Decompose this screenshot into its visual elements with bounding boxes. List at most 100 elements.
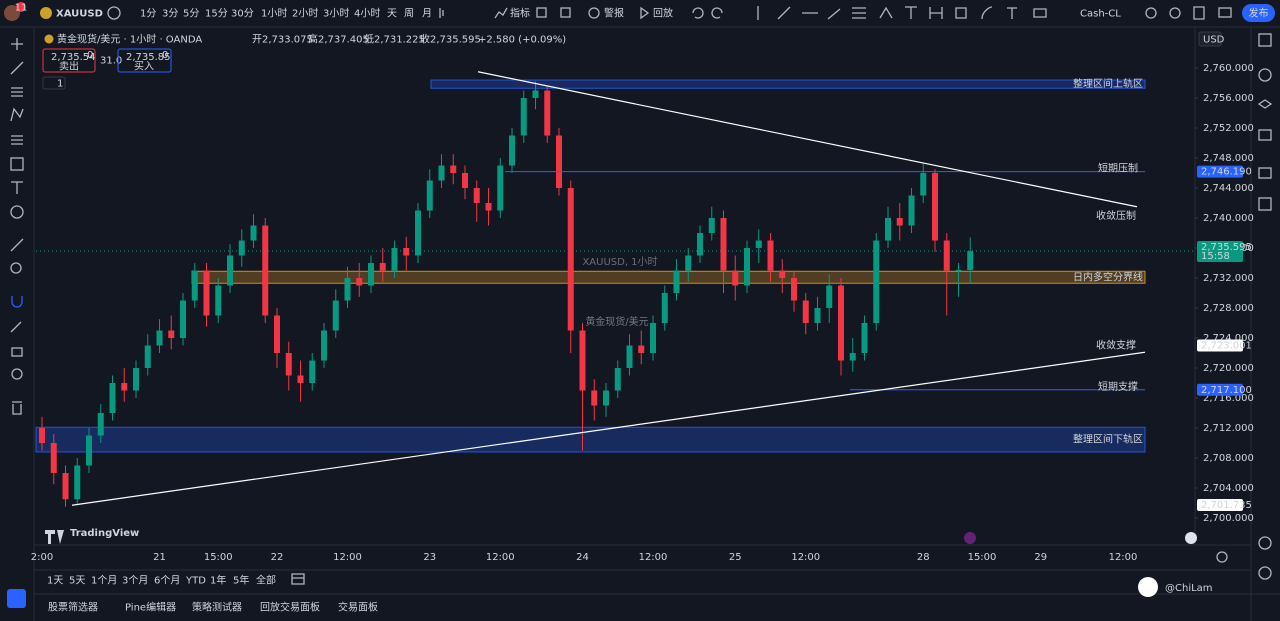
range-button[interactable]: 1年 — [210, 574, 226, 587]
indicator-icon[interactable] — [494, 7, 508, 19]
buy-button[interactable] — [117, 48, 172, 73]
candle-body — [791, 278, 797, 301]
timeframe[interactable]: 1分 — [140, 8, 156, 20]
drawing-tools[interactable] — [757, 6, 1047, 20]
delete-tool[interactable] — [12, 401, 22, 415]
chart-type-icon[interactable] — [439, 8, 444, 18]
layout-name[interactable]: Cash-CL — [1080, 9, 1121, 20]
timeframe[interactable]: 月 — [422, 8, 432, 20]
y-tick-label: 2,740.000 — [1203, 213, 1254, 224]
buy-price: 2,735.85 — [126, 52, 171, 63]
layers-icon[interactable] — [1257, 99, 1273, 109]
watchlist-icon[interactable] — [1258, 33, 1272, 47]
candle-body — [885, 218, 891, 241]
range-button[interactable]: 1个月 — [91, 575, 117, 587]
chat-icon[interactable] — [1258, 167, 1272, 179]
lock-tool[interactable] — [11, 347, 23, 357]
news-icon[interactable] — [1258, 129, 1272, 141]
help-icon[interactable] — [1258, 536, 1272, 550]
timeframe[interactable]: 2小时 — [292, 8, 318, 20]
indicators-button[interactable]: 指标 — [510, 7, 530, 20]
legend-title: 黄金现货/美元 · 1小时 · OANDA — [57, 33, 202, 46]
template-icon[interactable] — [536, 7, 547, 18]
range-button[interactable]: 6个月 — [154, 575, 180, 587]
replay-icon[interactable] — [640, 6, 650, 20]
range-button[interactable]: 1天 — [47, 576, 63, 587]
timeframe[interactable]: 30分 — [231, 8, 254, 20]
timeframe[interactable]: 1小时 — [261, 8, 287, 20]
notifications-icon[interactable] — [1258, 566, 1272, 580]
x-tick-label: 15:00 — [968, 552, 997, 563]
measure-tool[interactable] — [10, 238, 24, 252]
candle-body — [943, 240, 950, 271]
publish-button[interactable] — [1242, 4, 1275, 22]
avatar[interactable] — [4, 5, 20, 21]
magnet-tool[interactable] — [11, 296, 23, 308]
bottom-tab[interactable]: 股票筛选器 — [48, 601, 98, 614]
x-tick-label: 25 — [729, 552, 742, 563]
pattern-tool[interactable] — [10, 107, 24, 122]
session-flag[interactable] — [1185, 532, 1197, 544]
legend-symbol-icon — [44, 34, 54, 44]
text-tool[interactable] — [11, 181, 23, 194]
layout-icon[interactable] — [560, 7, 571, 18]
crosshair-tool[interactable] — [11, 38, 23, 50]
candle-body — [109, 383, 116, 414]
currency-box[interactable] — [1198, 31, 1222, 47]
ideas-icon[interactable] — [1258, 197, 1272, 211]
alert-icon[interactable] — [588, 7, 600, 19]
alerts-icon[interactable] — [1258, 68, 1272, 82]
shape-tool[interactable] — [10, 157, 24, 171]
symbol[interactable]: XAUUSD — [56, 9, 103, 20]
fib-tool[interactable] — [11, 87, 23, 97]
undo-icon[interactable] — [692, 7, 704, 19]
branding: TradingView — [70, 528, 139, 539]
axis-settings-icon[interactable] — [1216, 551, 1228, 563]
y-tick-label: 2,720.000 — [1203, 363, 1254, 374]
search-icon[interactable] — [1145, 7, 1157, 19]
candle-body — [532, 90, 539, 99]
candle-body — [849, 353, 856, 361]
avatar-badge-text: 11 — [15, 3, 28, 14]
replay-button[interactable]: 回放 — [653, 7, 673, 20]
avatar-badge — [16, 2, 26, 12]
hide-tool[interactable] — [11, 368, 23, 380]
bottom-tab[interactable]: 回放交易面板 — [260, 601, 320, 614]
candle-body — [661, 293, 668, 324]
y-tick-label: 2,700.000 — [1203, 513, 1254, 524]
timeframe[interactable]: 4小时 — [354, 8, 380, 20]
emoji-tool[interactable] — [10, 205, 24, 219]
y-tick-label: 2,744.000 — [1203, 183, 1254, 194]
stay-drawing-tool[interactable] — [10, 321, 22, 333]
sell-button[interactable] — [42, 48, 96, 73]
timeframe[interactable]: 周 — [404, 8, 414, 20]
timeframe[interactable]: 天 — [387, 9, 397, 20]
zoom-tool[interactable] — [10, 262, 22, 274]
timeframe[interactable]: 15分 — [205, 8, 228, 20]
fullscreen-icon[interactable] — [1193, 6, 1205, 20]
watchlist-button[interactable] — [7, 589, 26, 608]
trendline-tool[interactable] — [10, 61, 24, 75]
bottom-tab[interactable]: Pine编辑器 — [125, 601, 176, 614]
range-button[interactable]: 5年 — [233, 574, 249, 587]
range-button[interactable]: YTD — [185, 576, 206, 587]
timeframe[interactable]: 5分 — [183, 8, 199, 20]
forecast-tool[interactable] — [11, 135, 23, 145]
candle-body — [297, 375, 304, 384]
range-button[interactable]: 3个月 — [122, 575, 148, 587]
range-button[interactable]: 全部 — [256, 574, 276, 587]
redo-icon[interactable] — [711, 7, 723, 19]
snapshot-icon[interactable] — [1218, 7, 1232, 18]
settings-icon[interactable] — [1169, 7, 1181, 19]
alerts-button[interactable]: 警报 — [604, 7, 624, 20]
timeframe[interactable]: 3小时 — [323, 8, 349, 20]
range-button[interactable]: 5天 — [69, 576, 85, 587]
event-marker[interactable] — [964, 532, 976, 544]
date-range-icon[interactable] — [291, 573, 305, 585]
timeframe[interactable]: 3分 — [162, 8, 178, 20]
bottom-tab[interactable]: 策略测试器 — [192, 601, 242, 614]
x-tick-label: 22 — [271, 552, 284, 563]
add-symbol-icon[interactable] — [107, 6, 121, 20]
bottom-tab[interactable]: 交易面板 — [338, 601, 378, 614]
collapse-box[interactable] — [42, 76, 66, 90]
